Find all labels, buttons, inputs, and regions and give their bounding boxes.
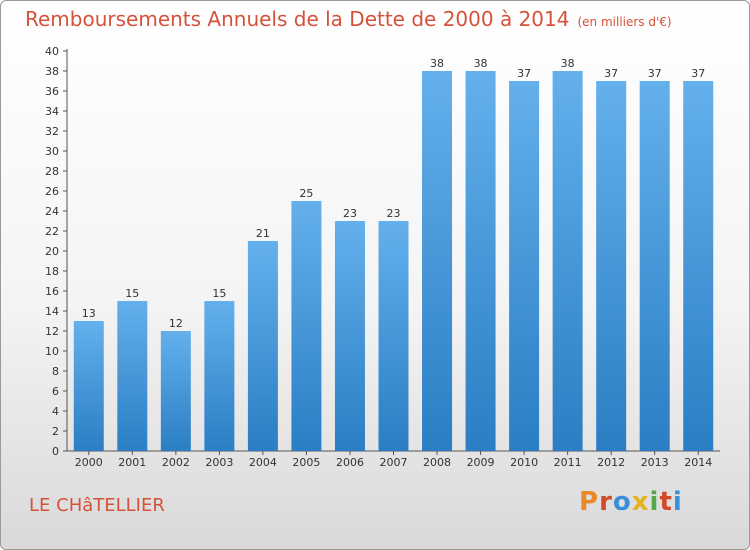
logo-letter: P (579, 487, 600, 517)
y-tick-label: 24 (45, 205, 59, 218)
y-tick-label: 32 (45, 125, 59, 138)
y-tick-label: 28 (45, 165, 59, 178)
logo-letter: i (649, 487, 660, 517)
x-tick-label: 2006 (336, 456, 364, 469)
x-tick-label: 2001 (118, 456, 146, 469)
y-tick-label: 38 (45, 65, 59, 78)
x-tick-label: 2011 (554, 456, 582, 469)
y-tick-label: 8 (52, 365, 59, 378)
bar-value-label: 37 (648, 67, 662, 80)
y-tick-label: 16 (45, 285, 59, 298)
y-tick-label: 22 (45, 225, 59, 238)
logo-letter: o (612, 487, 632, 517)
logo-letter: x (631, 487, 650, 517)
logo-letter: r (599, 487, 613, 517)
bar-value-label: 37 (691, 67, 705, 80)
chart-title-text: Remboursements Annuels de la Dette de 20… (25, 7, 570, 31)
bar-value-label: 15 (212, 287, 226, 300)
x-tick-label: 2012 (597, 456, 625, 469)
y-tick-label: 10 (45, 345, 59, 358)
y-tick-label: 30 (45, 145, 59, 158)
x-tick-label: 2000 (75, 456, 103, 469)
bar-2010 (509, 81, 540, 451)
x-tick-label: 2008 (423, 456, 451, 469)
y-tick-label: 4 (52, 405, 59, 418)
bar-value-label: 38 (474, 57, 488, 70)
x-tick-label: 2013 (641, 456, 669, 469)
chart-unit-label: (en milliers d'€) (577, 15, 672, 29)
y-tick-label: 12 (45, 325, 59, 338)
bar-2004 (247, 241, 278, 451)
x-tick-label: 2009 (467, 456, 495, 469)
bar-2011 (552, 71, 583, 451)
y-tick-label: 2 (52, 425, 59, 438)
bar-2001 (117, 301, 148, 451)
y-tick-label: 6 (52, 385, 59, 398)
logo-letter: t (659, 487, 673, 517)
y-tick-label: 36 (45, 85, 59, 98)
logo-letter: i (672, 487, 683, 517)
x-tick-label: 2010 (510, 456, 538, 469)
bar-value-label: 37 (604, 67, 618, 80)
bar-2014 (683, 81, 714, 451)
y-tick-label: 34 (45, 105, 59, 118)
bar-value-label: 37 (517, 67, 531, 80)
x-tick-label: 2004 (249, 456, 277, 469)
bar-2009 (465, 71, 496, 451)
bar-2003 (204, 301, 235, 451)
bar-2006 (334, 221, 365, 451)
x-tick-label: 2007 (380, 456, 408, 469)
bar-value-label: 38 (430, 57, 444, 70)
y-tick-label: 26 (45, 185, 59, 198)
y-tick-label: 14 (45, 305, 59, 318)
bar-value-label: 25 (299, 187, 313, 200)
bar-value-label: 15 (125, 287, 139, 300)
x-tick-label: 2002 (162, 456, 190, 469)
bar-2000 (73, 321, 104, 451)
proxiti-logo: Proxiti (579, 487, 683, 517)
x-tick-label: 2005 (292, 456, 320, 469)
y-tick-label: 0 (52, 445, 59, 458)
x-tick-label: 2003 (205, 456, 233, 469)
bar-2005 (291, 201, 322, 451)
bar-2007 (378, 221, 409, 451)
bar-value-label: 23 (343, 207, 357, 220)
y-tick-label: 18 (45, 265, 59, 278)
bar-value-label: 12 (169, 317, 183, 330)
bar-2013 (639, 81, 670, 451)
y-tick-label: 40 (45, 45, 59, 58)
bar-value-label: 13 (82, 307, 96, 320)
bar-value-label: 23 (387, 207, 401, 220)
chart-title: Remboursements Annuels de la Dette de 20… (25, 7, 672, 31)
commune-name: LE CHâTELLIER (29, 495, 165, 516)
bar-value-label: 38 (561, 57, 575, 70)
x-tick-label: 2014 (684, 456, 712, 469)
bar-2008 (422, 71, 453, 451)
bar-2002 (160, 331, 191, 451)
bar-value-label: 21 (256, 227, 270, 240)
y-tick-label: 20 (45, 245, 59, 258)
bar-2012 (596, 81, 627, 451)
